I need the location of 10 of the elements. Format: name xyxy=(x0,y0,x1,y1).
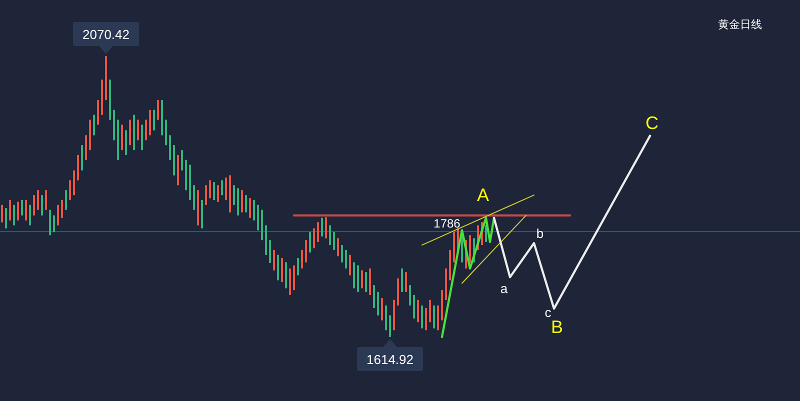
annotation: C xyxy=(646,113,658,133)
annotation: A xyxy=(476,185,490,205)
annotation: a xyxy=(500,281,508,296)
annotation: 1614.92 xyxy=(366,352,414,367)
annotation: B xyxy=(550,317,564,337)
ref-line-label: 1786 xyxy=(434,216,461,230)
annotation: 2070.42 xyxy=(82,27,130,42)
annotation: c xyxy=(544,305,552,320)
chart-title: 黄金日线 xyxy=(718,18,762,31)
annotation: b xyxy=(536,226,544,241)
